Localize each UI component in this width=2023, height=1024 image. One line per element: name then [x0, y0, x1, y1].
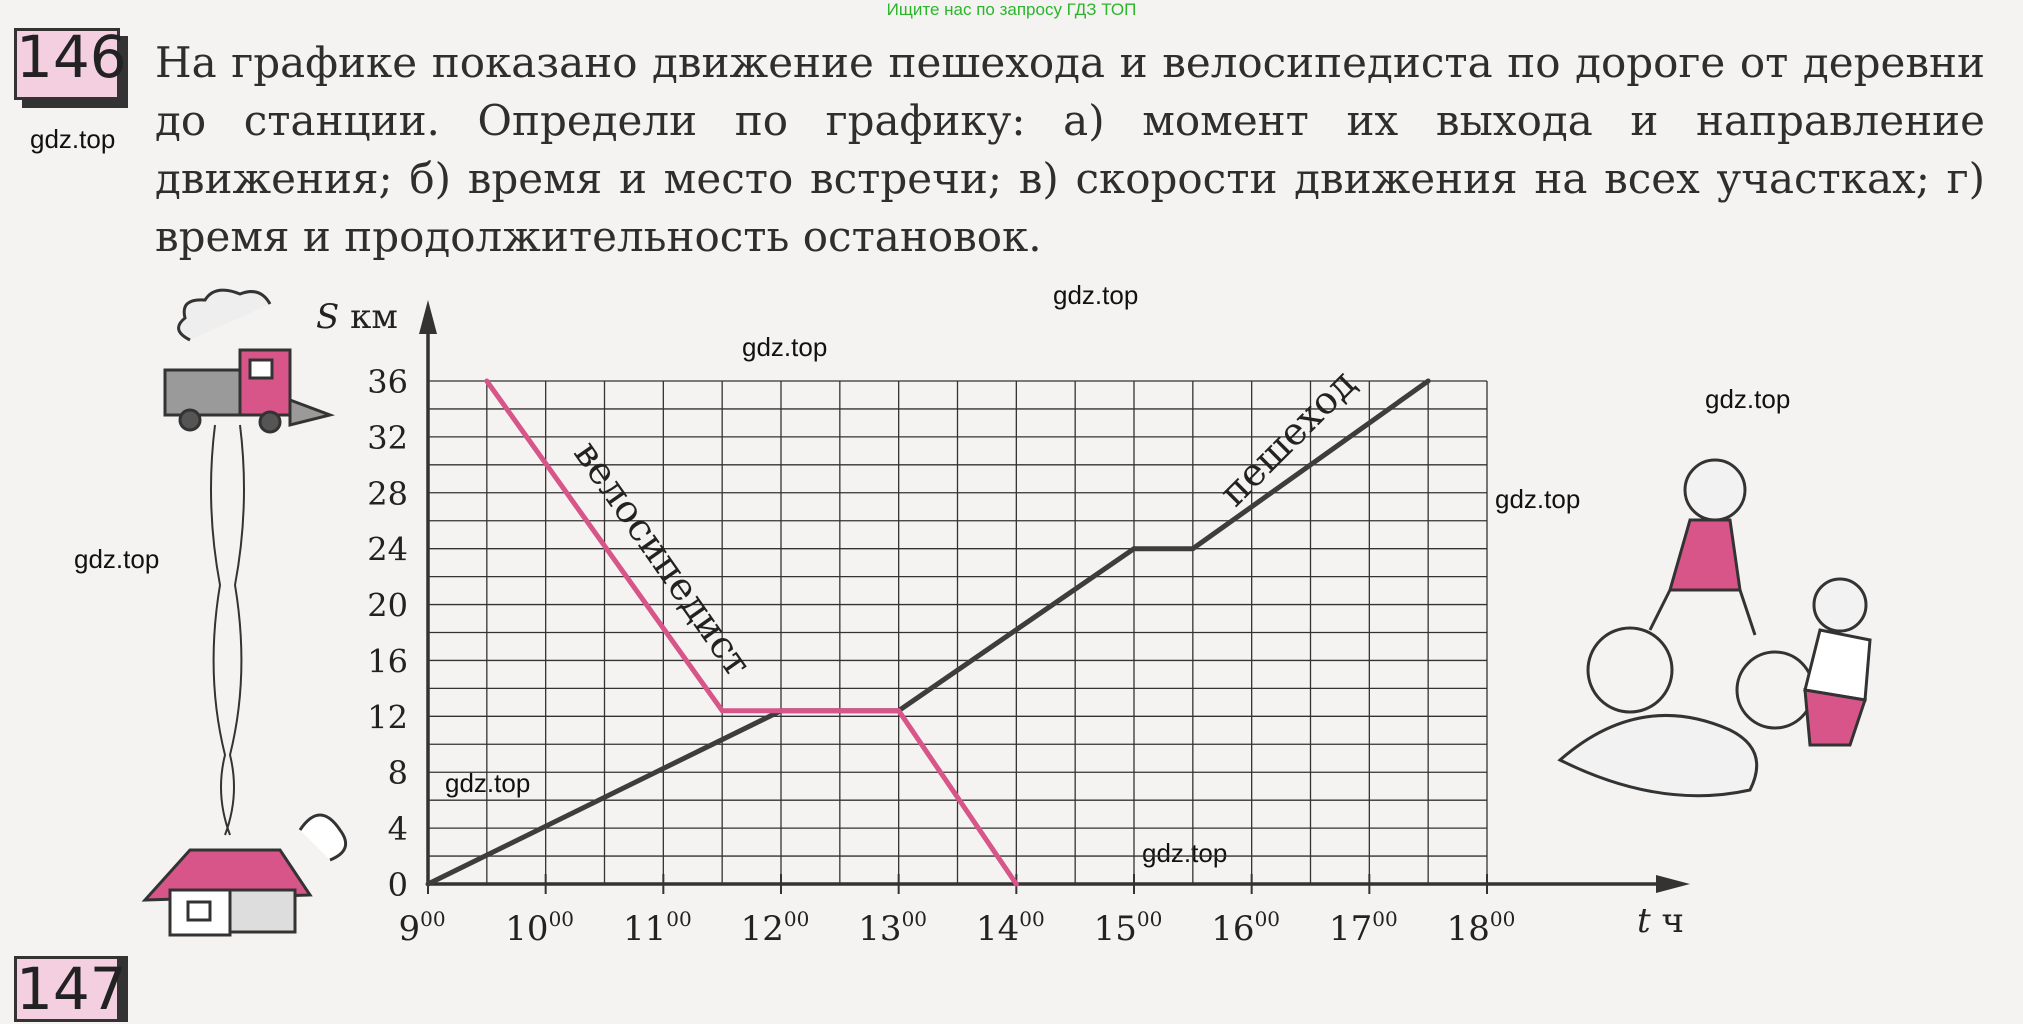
- data-point: [1190, 546, 1196, 552]
- x-tick-label: 1800: [1447, 907, 1516, 949]
- x-tick-label: 900: [398, 907, 445, 949]
- y-tick-label: 24: [367, 531, 408, 569]
- data-point: [484, 378, 490, 384]
- watermark-text: gdz.top: [1705, 384, 1791, 414]
- x-tick-label: 1600: [1211, 907, 1280, 949]
- house-illustration: [141, 813, 348, 937]
- data-point: [719, 708, 725, 714]
- data-point: [1425, 378, 1431, 384]
- watermark-text: gdz.top: [742, 332, 828, 362]
- x-tick-label: 1000: [505, 907, 574, 949]
- x-axis-arrow: [1656, 875, 1690, 893]
- y-tick-label: 36: [367, 363, 408, 401]
- pedestrian-label: пешеход: [1211, 361, 1365, 515]
- x-tick-label: 1100: [623, 907, 692, 949]
- task-number: 146: [16, 23, 127, 91]
- watermark-text: gdz.top: [74, 544, 160, 574]
- top-watermark: Ищите нас по запросу ГДЗ ТОП: [886, 0, 1137, 19]
- y-tick-label: 28: [367, 475, 408, 513]
- data-point: [1131, 546, 1137, 552]
- y-tick-label: 12: [367, 698, 408, 736]
- y-axis-arrow: [419, 300, 437, 334]
- data-point: [1013, 881, 1019, 887]
- y-axis-label: S км: [316, 297, 398, 337]
- data-point: [896, 708, 902, 714]
- y-tick-label: 32: [367, 419, 408, 457]
- watermark-text: gdz.top: [1142, 838, 1228, 868]
- chart-axes: [419, 300, 1690, 894]
- y-tick-label: 0: [388, 866, 408, 904]
- x-tick-label: 1400: [976, 907, 1045, 949]
- y-tick-label: 8: [388, 754, 408, 792]
- x-tick-label: 1300: [858, 907, 927, 949]
- watermark-text: gdz.top: [30, 124, 116, 154]
- y-tick-label: 16: [367, 642, 408, 680]
- y-tick-label: 20: [367, 587, 408, 625]
- pedestrian-line: [426, 378, 1430, 887]
- problem-text: На графике показано движение пешехода и …: [155, 38, 1985, 261]
- y-tick-label: 4: [388, 810, 408, 848]
- watermark-text: gdz.top: [1495, 484, 1581, 514]
- cyclists-crash-illustration: [1557, 458, 1872, 798]
- x-tick-label: 1200: [741, 907, 810, 949]
- x-tick-label: 1500: [1094, 907, 1163, 949]
- x-axis-label: t ч: [1637, 901, 1684, 941]
- watermark-text: gdz.top: [1053, 280, 1139, 310]
- cyclist-line: [484, 379, 1019, 886]
- data-point: [425, 881, 431, 887]
- chart-series: [425, 378, 1431, 887]
- watermark-text: gdz.top: [445, 768, 531, 798]
- train-illustration: [163, 288, 336, 836]
- task-number-badge: [14, 28, 120, 100]
- chart-tick-labels: 900 1000 1100 1200 1300 1400 1500 1600 1700 1800 0…: [316, 297, 1684, 949]
- x-tick-label: 1700: [1329, 907, 1398, 949]
